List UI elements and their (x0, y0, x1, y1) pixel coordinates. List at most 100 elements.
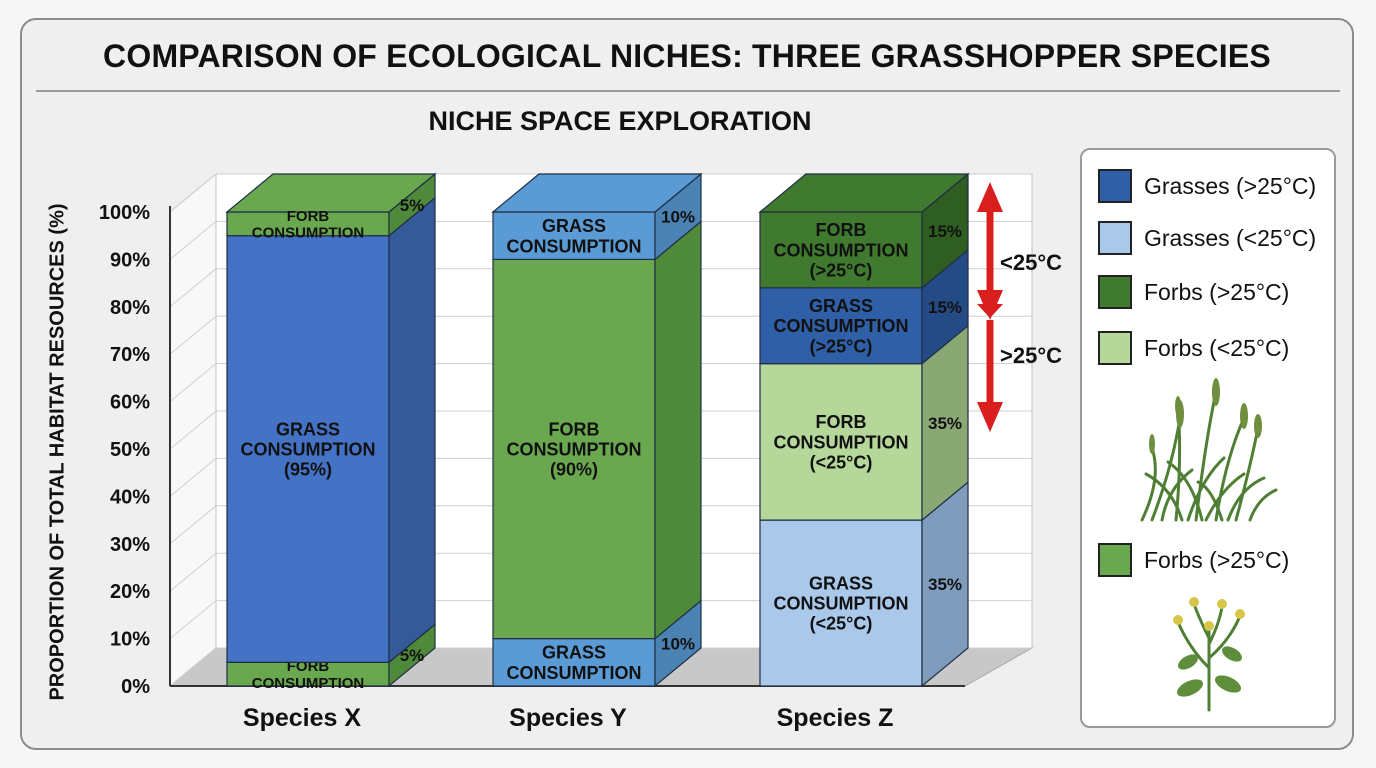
segment-label-line: CONSUMPTION (252, 225, 365, 242)
segment-side-label: 35% (928, 414, 962, 433)
segment-side-label: 10% (661, 634, 695, 653)
x-category-label: Species X (243, 704, 361, 732)
legend-swatch (1098, 221, 1132, 255)
lower-arrow-head (977, 304, 1003, 318)
segment-label-line: CONSUMPTION (252, 675, 365, 692)
legend-item-forbs-cool: Forbs (<25°C) (1098, 328, 1289, 368)
y-tick-label: 50% (110, 439, 150, 461)
segment-label-line: FORB (816, 412, 867, 432)
segment-label: GRASS CONSUMPTION (95%) (241, 419, 376, 479)
segment-label-line: (>25°C) (810, 336, 873, 356)
y-tick-label: 30% (110, 534, 150, 556)
legend-swatch (1098, 543, 1132, 577)
segment-label: GRASS CONSUMPTION (507, 643, 642, 683)
segment-label: FORB CONSUMPTION (<25°C) (774, 412, 909, 472)
segment-side-label: 10% (661, 208, 695, 227)
title-divider (36, 90, 1340, 92)
chart-subtitle: NICHE SPACE EXPLORATION (428, 106, 812, 136)
gridline-side (169, 647, 217, 687)
gridline-side (169, 363, 217, 402)
segment-label-line: (<25°C) (810, 453, 873, 473)
segment-label-line: (90%) (550, 460, 598, 480)
gridline-side (169, 221, 217, 260)
legend-item-forbs-hot-2: Forbs (>25°C) (1098, 540, 1289, 580)
legend-label: Forbs (>25°C) (1144, 546, 1290, 573)
segment-label: GRASS CONSUMPTION (<25°C) (774, 573, 909, 633)
y-tick-label: 80% (110, 297, 150, 319)
y-tick-label: 90% (110, 249, 150, 271)
segment-label-line: (>25°C) (810, 261, 873, 281)
gridline-side (169, 410, 217, 450)
segment-label-line: CONSUMPTION (774, 432, 909, 452)
segment-label-line: CONSUMPTION (241, 439, 376, 459)
bar-segment (759, 519, 923, 687)
gridline-side (169, 505, 217, 545)
bar-top-face (491, 173, 703, 213)
lower-arrow-head (977, 402, 1003, 432)
bar-top-face (758, 173, 970, 213)
x-category-label: Species Y (509, 704, 627, 732)
grass-illustration-icon (1140, 378, 1278, 522)
segment-side-label: 15% (928, 222, 962, 241)
y-tick-label: 10% (110, 629, 150, 651)
bar-stack-species-z: GRASS CONSUMPTION (<25°C)35%FORB CONSUMPTIO… (758, 172, 970, 688)
chart-title: COMPARISON OF ECOLOGICAL NICHES: THREE G… (103, 38, 1271, 74)
upper-arrow-head (977, 182, 1003, 212)
y-tick-label: 40% (110, 486, 150, 508)
segment-label-line: CONSUMPTION (774, 240, 909, 260)
segment-label-line: FORB (816, 220, 867, 240)
segment-label-line: GRASS (542, 216, 606, 236)
segment-side-label: 35% (928, 575, 962, 594)
segment-label-line: GRASS (276, 419, 340, 439)
segment-label: GRASS CONSUMPTION (>25°C) (774, 296, 909, 356)
gridline-side (169, 552, 217, 592)
bar-segment-side (388, 196, 436, 664)
legend-swatch (1098, 331, 1132, 365)
bar-segment (759, 363, 923, 521)
segment-label-line: CONSUMPTION (507, 439, 642, 459)
legend-label: Forbs (<25°C) (1144, 334, 1290, 361)
segment-side-label: 5% (400, 196, 425, 215)
legend: Grasses (>25°C) Grasses (<25°C) Forbs (>… (1080, 148, 1336, 728)
bar-segment (759, 211, 923, 289)
bar-segment (492, 637, 656, 687)
segment-label-line: (<25°C) (810, 614, 873, 634)
segment-label-line: GRASS (809, 296, 873, 316)
segment-label: FORB CONSUMPTION (90%) (507, 419, 642, 479)
y-tick-label: 20% (110, 581, 150, 603)
segment-label-line: CONSUMPTION (507, 663, 642, 683)
segment-label: FORB CONSUMPTION (>25°C) (774, 220, 909, 280)
gridline-side (169, 268, 217, 308)
segment-label-line: (95%) (284, 460, 332, 480)
forb-plant-illustration-icon (1173, 597, 1245, 712)
arrow-label-cool: <25°C (1000, 250, 1062, 275)
bar-segment (492, 211, 656, 261)
bar-segment (226, 235, 390, 663)
segment-label-line: FORB (549, 419, 600, 439)
arrow-label-hot: >25°C (1000, 343, 1062, 368)
segment-label-line: FORB (287, 208, 330, 225)
bar-segment (492, 258, 656, 640)
segment-side-label: 15% (928, 298, 962, 317)
segment-label-line: CONSUMPTION (774, 594, 909, 614)
legend-item-grasses-hot: Grasses (>25°C) (1098, 166, 1316, 206)
legend-label: Grasses (>25°C) (1144, 172, 1317, 199)
legend-item-forbs-hot: Forbs (>25°C) (1098, 272, 1289, 312)
legend-swatch (1098, 169, 1132, 203)
bar-segment-side (654, 220, 702, 640)
segment-label-line: CONSUMPTION (774, 316, 909, 336)
segment-side-label: 5% (400, 646, 425, 665)
gridline-side (169, 600, 217, 639)
y-tick-label: 100% (99, 202, 150, 224)
y-tick-label: 70% (110, 344, 150, 366)
segment-label: FORB CONSUMPTION (252, 208, 365, 242)
bar-top-face (225, 173, 437, 213)
segment-label-line: GRASS (809, 573, 873, 593)
y-tick-label: 60% (110, 392, 150, 414)
bar-segment (759, 287, 923, 365)
x-category-label: Species Z (777, 704, 894, 732)
legend-label: Grasses (<25°C) (1144, 224, 1317, 251)
segment-label: GRASS CONSUMPTION (507, 216, 642, 256)
gridline-side (169, 315, 217, 355)
